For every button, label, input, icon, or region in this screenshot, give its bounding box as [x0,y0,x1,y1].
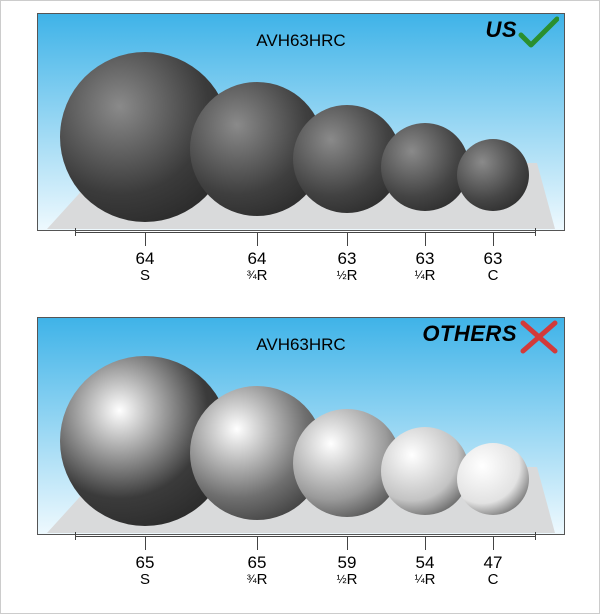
balls-others [37,317,565,535]
axis-endcap [535,228,536,236]
axis-tick-label: 59½R [337,554,358,588]
axis-tick-label: 63C [484,250,503,284]
axis-endcap [535,532,536,540]
ball [457,443,529,515]
axis-tick-label: 65¾R [247,554,268,588]
axis-tick-label: 65S [136,554,155,588]
axis-tick-label: 47C [484,554,503,588]
panel-others: OTHERS AVH63HRC 65S65¾R59½R54¼R47C [37,317,565,607]
axis-tick [145,232,146,246]
axis-tick [493,232,494,246]
ball [457,139,529,211]
axis-tick [425,232,426,246]
balls-us [37,13,565,231]
axis-tick [257,536,258,550]
axis-line [75,232,535,233]
ball [381,123,469,211]
panel-us: US AVH63HRC 64S64¾R63½R63¼R63C [37,13,565,303]
ball [381,427,469,515]
axis-tick [347,536,348,550]
axis-tick-label: 63¼R [415,250,436,284]
axis-tick-label: 54¼R [415,554,436,588]
axis-others: 65S 65¾R 59½R 54¼R 47C [37,536,565,596]
axis-tick-label: 64S [136,250,155,284]
axis-tick-label: 63½R [337,250,358,284]
axis-tick [145,536,146,550]
axis-tick [347,232,348,246]
axis-tick-label: 64¾R [247,250,268,284]
axis-tick [425,536,426,550]
axis-endcap [75,228,76,236]
axis-tick [493,536,494,550]
axis-tick [257,232,258,246]
axis-line [75,536,535,537]
axis-us: 64S 64¾R 63½R 63¼R 63C [37,232,565,292]
axis-endcap [75,532,76,540]
